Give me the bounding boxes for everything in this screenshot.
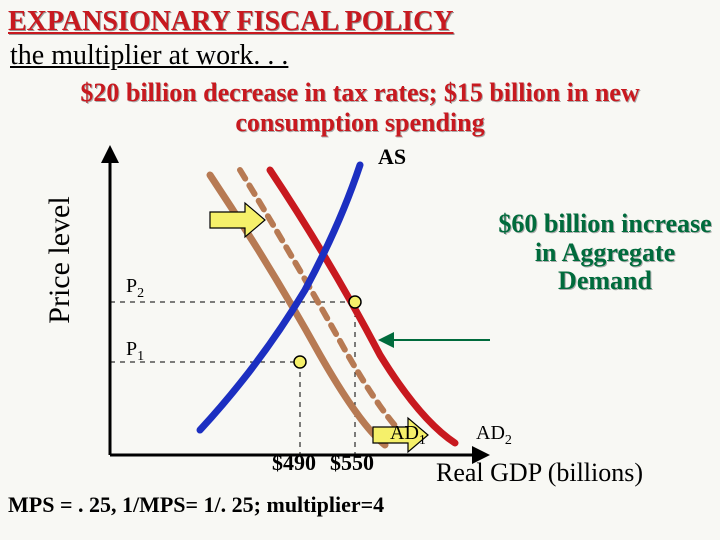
ad-as-chart [100, 155, 460, 445]
ad2-label: AD2 [476, 422, 512, 449]
x-value-2: $550 [330, 450, 374, 476]
title-line1: EXPANSIONARY FISCAL POLICY [8, 6, 454, 38]
title-line2: the multiplier at work. . . [10, 40, 288, 72]
subtitle: $20 billion decrease in tax rates; $15 b… [40, 78, 680, 138]
x-value-1: $490 [272, 450, 316, 476]
callout-text: $60 billion increase in Aggregate Demand [490, 210, 720, 296]
y-axis-label: Price level [45, 160, 75, 360]
ad1-label: AD1 [390, 422, 426, 449]
p1-label: P1 [126, 338, 144, 365]
x-axis-label: Real GDP (billions) [436, 458, 643, 488]
footer-text: MPS = . 25, 1/MPS= 1/. 25; multiplier=4 [8, 492, 384, 518]
p2-label: P2 [126, 275, 144, 302]
